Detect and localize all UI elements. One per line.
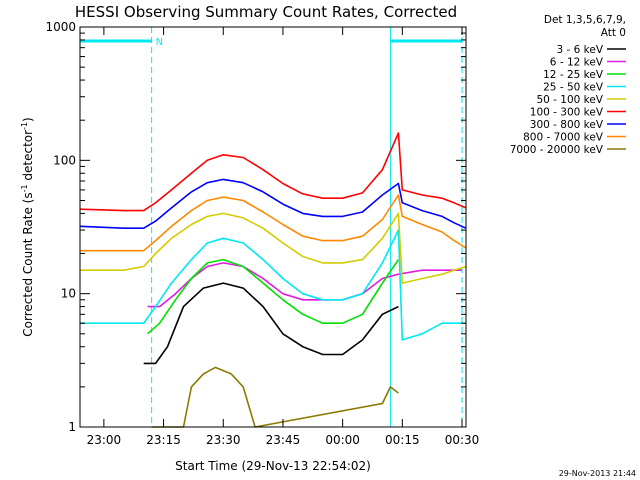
x-tick-label: 00:00 [325,433,360,447]
legend-label: 6 - 12 keV [550,57,604,69]
legend-label: 3 - 6 keV [556,44,603,56]
legend-label: 12 - 25 keV [543,69,604,81]
night-periods: N [80,27,463,427]
x-axis-label: Start Time (29-Nov-13 22:54:02) [175,459,371,473]
legend-label: 7000 - 20000 keV [510,144,604,156]
legend-label: 50 - 100 keV [536,94,603,106]
legend-header-line2: Att 0 [601,27,626,39]
legend-label: 100 - 300 keV [530,107,604,119]
y-tick-label: 10 [61,287,76,301]
series-layer [79,132,467,428]
x-tick-label: 00:15 [385,433,420,447]
y-axis-label: Corrected Count Rate (s-1 detector-1) [20,117,35,336]
series-line [80,194,467,252]
series-line [79,132,467,212]
series-line [143,282,399,365]
plot-frame [79,26,467,428]
legend-label: 300 - 800 keV [530,119,604,131]
x-tick-label: 23:45 [266,433,301,447]
chart-title: HESSI Observing Summary Count Rates, Cor… [75,3,457,21]
legend-header-line1: Det 1,3,5,6,7,9, [544,14,626,26]
y-tick-label: 100 [53,153,76,167]
x-tick-label: 23:30 [206,433,241,447]
n-marker: N [156,37,163,48]
series-line [147,258,400,335]
x-tick-label: 00:30 [445,433,480,447]
y-tick-label: 1 [68,420,76,434]
timestamp: 29-Nov-2013 21:44 [559,469,636,478]
series-line [80,229,466,341]
series-line [79,178,467,229]
x-tick-label: 23:00 [87,433,122,447]
x-tick-label: 23:15 [146,433,181,447]
series-line [80,212,467,284]
legend-label: 800 - 7000 keV [523,132,604,144]
x-axis: 23:00 23:15 23:30 23:45 00:00 00:15 00:30 [87,27,480,447]
legend-label: 25 - 50 keV [543,82,604,94]
y-axis: 1 10 100 1000 [45,20,466,434]
y-tick-label: 1000 [45,20,76,34]
series-line [151,366,399,428]
series-line [147,262,462,308]
